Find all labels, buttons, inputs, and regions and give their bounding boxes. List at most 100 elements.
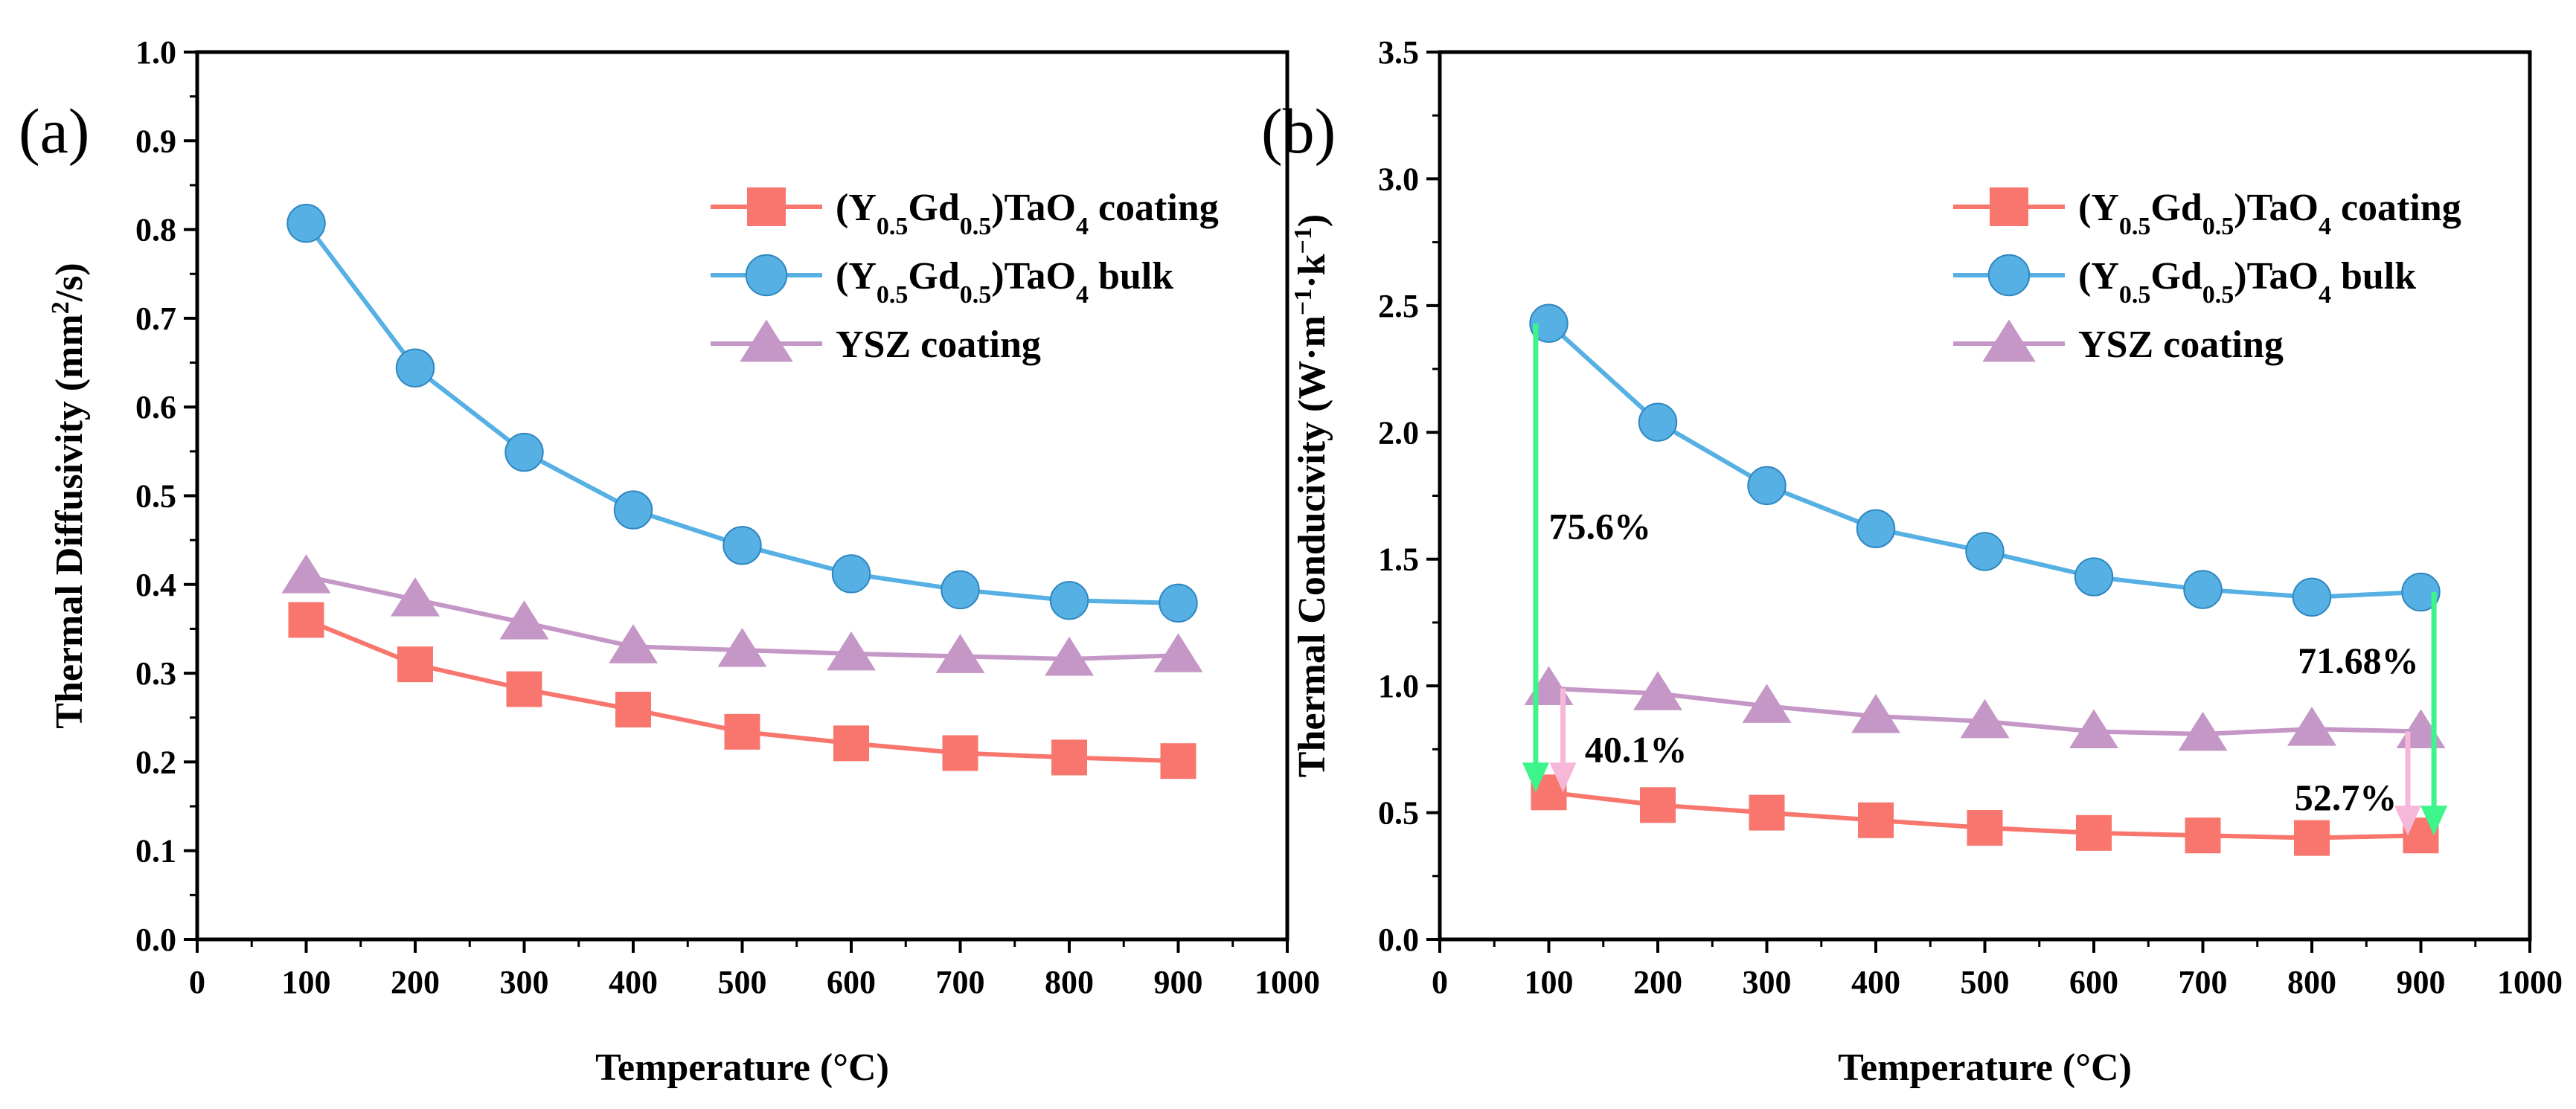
y-tick-label: 2.0 <box>1378 414 1419 451</box>
data-point-circle <box>1049 581 1089 620</box>
panel-label: (b) <box>1261 95 1336 167</box>
data-point-circle <box>504 432 544 472</box>
panel-label: (a) <box>19 95 89 167</box>
data-point-square <box>942 735 978 771</box>
y-tick-label: 2.5 <box>1378 288 1419 324</box>
panel-b-thermal-conductivity: 0 100 200 300 400 500 600 700 800 900 1000 0.0 0.5 1.… <box>1261 34 2563 1089</box>
data-point-triangle <box>1153 633 1203 672</box>
x-tick-label: 800 <box>2287 964 2336 1000</box>
x-tick-label: 100 <box>282 964 331 1000</box>
y-axis-label: Thermal Conducivity (W·m−1·k−1) <box>1289 214 1334 777</box>
data-point-circle <box>723 526 762 565</box>
data-point-triangle <box>1851 694 1900 733</box>
x-tick-label: 500 <box>718 964 767 1000</box>
y-tick-label: 3.5 <box>1378 34 1419 71</box>
data-point-triangle <box>391 577 440 617</box>
y-tick-label: 0.2 <box>135 744 176 780</box>
data-point-square <box>2076 814 2112 851</box>
x-tick-label: 500 <box>1961 964 2010 1000</box>
data-point-circle <box>1638 402 1678 442</box>
data-point-circle <box>286 204 326 243</box>
data-point-triangle <box>2069 709 2118 748</box>
x-tick-label: 1000 <box>2497 964 2563 1000</box>
y-tick-label: 0.4 <box>135 567 176 603</box>
y-tick-label: 1.0 <box>1378 668 1419 704</box>
data-point-circle <box>2292 577 2332 617</box>
y-tick-label: 0.0 <box>1378 922 1419 958</box>
y-tick-label: 3.0 <box>1378 161 1419 197</box>
annotation-arrow-head <box>1549 762 1577 793</box>
annotation-arrow-head <box>1522 762 1549 793</box>
data-point-triangle <box>1045 637 1094 676</box>
panel-a-thermal-diffusivity: 0 100 200 300 400 500 600 700 800 900 1000 0.0 0.1 0.… <box>19 34 1320 1089</box>
y-tick-label: 1.0 <box>135 34 176 71</box>
data-point-circle <box>1529 303 1569 343</box>
data-point-square <box>1858 802 1894 838</box>
data-point-square <box>833 725 869 762</box>
data-point-triangle <box>281 554 331 594</box>
y-tick-label: 0.0 <box>135 922 176 958</box>
data-point-square <box>2185 817 2221 854</box>
y-tick-label: 0.6 <box>135 389 176 425</box>
legend-marker-circle <box>1987 254 2031 297</box>
data-point-circle <box>613 490 653 530</box>
y-tick-label: 0.8 <box>135 212 176 248</box>
data-point-circle <box>2183 570 2223 609</box>
legend-marker-circle <box>745 254 788 297</box>
x-tick-label: 400 <box>1851 964 1900 1000</box>
x-tick-label: 0 <box>1432 964 1448 1000</box>
data-point-square <box>288 602 324 638</box>
y-tick-label: 0.3 <box>135 655 176 692</box>
data-point-circle <box>1856 509 1896 549</box>
data-point-square <box>724 713 760 750</box>
x-tick-label: 0 <box>189 964 205 1000</box>
legend-label: (Y0.5Gd0.5)TaO4 bulk <box>836 255 1173 309</box>
data-point-square <box>1160 743 1196 779</box>
legend-label: (Y0.5Gd0.5)TaO4 coating <box>2078 187 2461 240</box>
x-axis-label: Temperature (°C) <box>595 1047 889 1089</box>
data-point-circle <box>2401 572 2441 612</box>
data-point-circle <box>831 554 871 594</box>
data-point-square <box>2294 820 2330 856</box>
data-point-triangle <box>1742 684 1792 723</box>
y-tick-label: 0.5 <box>1378 795 1419 832</box>
y-tick-label: 0.1 <box>135 833 176 869</box>
data-point-triangle <box>2396 709 2446 748</box>
annotation-label: 52.7% <box>2295 777 2397 818</box>
x-tick-label: 900 <box>2397 964 2446 1000</box>
x-tick-label: 100 <box>1525 964 1574 1000</box>
annotation-label: 71.68% <box>2298 640 2419 681</box>
annotation-label: 75.6% <box>1549 505 1652 547</box>
data-point-triangle <box>1524 666 1574 706</box>
data-point-triangle <box>609 624 658 663</box>
x-tick-label: 300 <box>500 964 549 1000</box>
data-point-triangle <box>2178 711 2228 751</box>
x-tick-label: 300 <box>1743 964 1792 1000</box>
x-tick-label: 600 <box>827 964 876 1000</box>
x-axis-label: Temperature (°C) <box>1838 1047 2132 1089</box>
data-point-triangle <box>1960 698 2010 739</box>
data-point-square <box>1967 810 2003 846</box>
data-point-circle <box>941 570 980 610</box>
data-point-square <box>1051 739 1087 776</box>
x-tick-label: 800 <box>1045 964 1094 1000</box>
data-point-square <box>506 671 542 707</box>
y-tick-label: 0.9 <box>135 123 176 159</box>
data-point-square <box>1749 794 1785 831</box>
legend-label: YSZ coating <box>2078 324 2284 366</box>
legend-label: (Y0.5Gd0.5)TaO4 coating <box>836 187 1219 240</box>
data-point-triangle <box>827 631 876 671</box>
x-tick-label: 200 <box>1633 964 1682 1000</box>
legend-marker-square <box>1990 187 2028 226</box>
legend-marker-triangle <box>1982 319 2036 362</box>
x-tick-label: 700 <box>2179 964 2228 1000</box>
x-tick-label: 200 <box>391 964 440 1000</box>
annotation-label: 40.1% <box>1585 728 1688 770</box>
legend-marker-square <box>747 187 786 226</box>
data-point-square <box>1640 787 1676 823</box>
x-tick-label: 600 <box>2069 964 2118 1000</box>
x-tick-label: 700 <box>936 964 985 1000</box>
annotation-arrow-head <box>2394 806 2421 836</box>
data-point-triangle <box>717 628 767 667</box>
legend-label: (Y0.5Gd0.5)TaO4 bulk <box>2078 255 2416 309</box>
